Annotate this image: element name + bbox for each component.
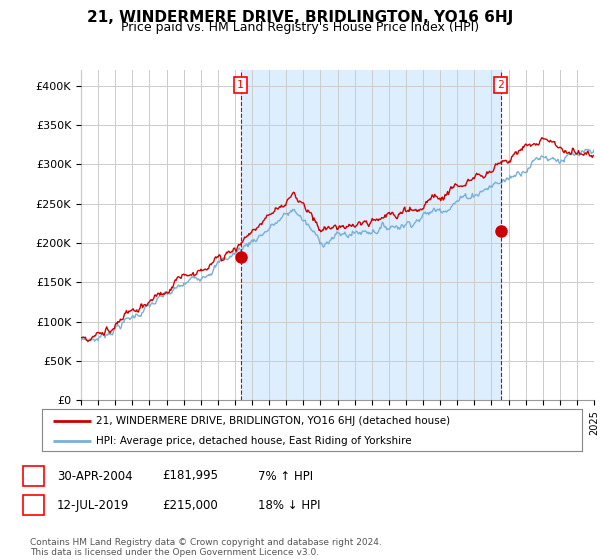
Text: £215,000: £215,000 — [162, 498, 218, 512]
Text: This data is licensed under the Open Government Licence v3.0.: This data is licensed under the Open Gov… — [30, 548, 319, 557]
Text: Contains HM Land Registry data © Crown copyright and database right 2024.: Contains HM Land Registry data © Crown c… — [30, 538, 382, 547]
Text: 1: 1 — [237, 80, 244, 90]
Text: 21, WINDERMERE DRIVE, BRIDLINGTON, YO16 6HJ (detached house): 21, WINDERMERE DRIVE, BRIDLINGTON, YO16 … — [96, 416, 450, 426]
Text: 2: 2 — [30, 498, 37, 512]
Text: 2: 2 — [497, 80, 504, 90]
Text: HPI: Average price, detached house, East Riding of Yorkshire: HPI: Average price, detached house, East… — [96, 436, 412, 446]
Text: 21, WINDERMERE DRIVE, BRIDLINGTON, YO16 6HJ: 21, WINDERMERE DRIVE, BRIDLINGTON, YO16 … — [87, 10, 513, 25]
Text: 12-JUL-2019: 12-JUL-2019 — [57, 498, 130, 512]
Text: £181,995: £181,995 — [162, 469, 218, 483]
Text: 30-APR-2004: 30-APR-2004 — [57, 469, 133, 483]
Text: Price paid vs. HM Land Registry's House Price Index (HPI): Price paid vs. HM Land Registry's House … — [121, 21, 479, 34]
Text: 18% ↓ HPI: 18% ↓ HPI — [258, 498, 320, 512]
Bar — [241, 70, 500, 400]
Text: 1: 1 — [30, 469, 37, 483]
Text: 7% ↑ HPI: 7% ↑ HPI — [258, 469, 313, 483]
